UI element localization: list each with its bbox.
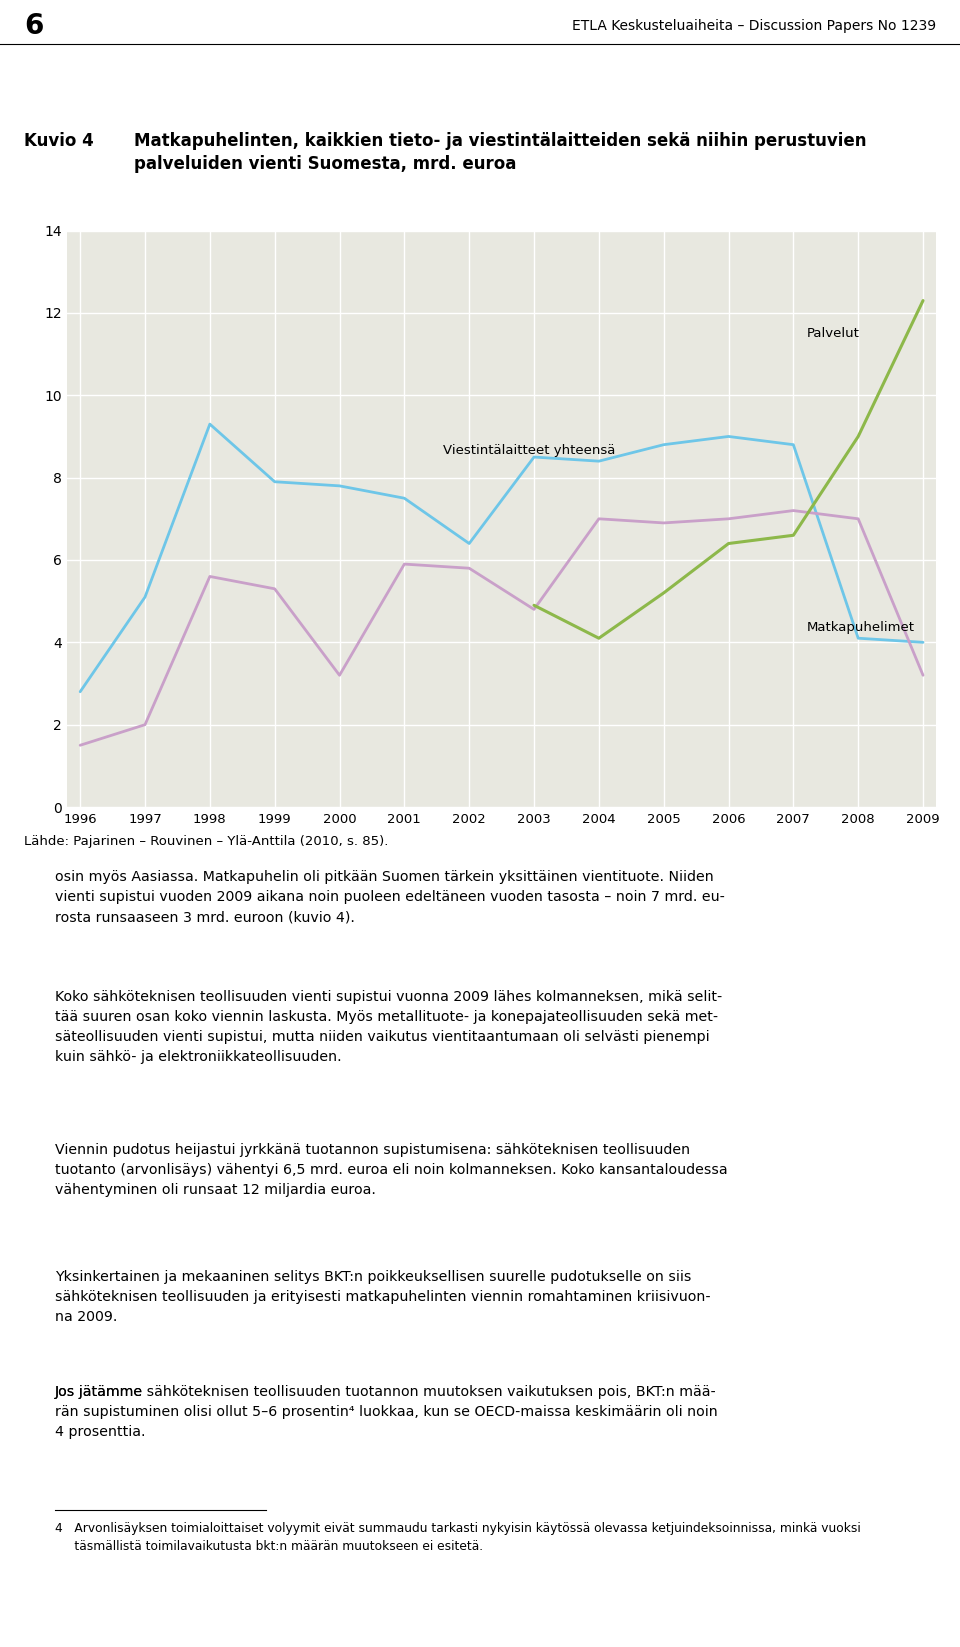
Text: Palvelut: Palvelut <box>806 328 859 339</box>
Text: Viennin pudotus heijastui jyrkkänä tuotannon supistumisena: sähköteknisen teolli: Viennin pudotus heijastui jyrkkänä tuota… <box>55 1143 728 1197</box>
Text: Yksinkertainen ja mekaaninen selitys BKT:n poikkeuksellisen suurelle pudotuksell: Yksinkertainen ja mekaaninen selitys BKT… <box>55 1270 710 1324</box>
Text: 4   Arvonlisäyksen toimialoittaiset volyymit eivät summaudu tarkasti nykyisin kä: 4 Arvonlisäyksen toimialoittaiset volyym… <box>55 1522 861 1553</box>
Text: osin myös Aasiassa. Matkapuhelin oli pitkään Suomen tärkein yksittäinen vientitu: osin myös Aasiassa. Matkapuhelin oli pit… <box>55 870 725 924</box>
Text: Jos jätämme: Jos jätämme <box>55 1385 148 1398</box>
Text: Kuvio 4: Kuvio 4 <box>24 132 94 150</box>
Text: ETLA Keskusteluaiheita – Discussion Papers No 1239: ETLA Keskusteluaiheita – Discussion Pape… <box>572 20 936 33</box>
Text: Matkapuhelimet: Matkapuhelimet <box>806 621 914 634</box>
Text: 6: 6 <box>24 12 43 41</box>
Text: Koko sähköteknisen teollisuuden vienti supistui vuonna 2009 lähes kolmanneksen, : Koko sähköteknisen teollisuuden vienti s… <box>55 990 722 1064</box>
Text: Jos jätämme sähköteknisen teollisuuden tuotannon muutoksen vaikutuksen pois, BKT: Jos jätämme sähköteknisen teollisuuden t… <box>55 1385 718 1439</box>
Text: Lähde: Pajarinen – Rouvinen – Ylä-Anttila (2010, s. 85).: Lähde: Pajarinen – Rouvinen – Ylä-Anttil… <box>24 835 389 848</box>
Text: Viestintälaitteet yhteensä: Viestintälaitteet yhteensä <box>444 445 615 458</box>
Text: Matkapuhelinten, kaikkien tieto- ja viestintälaitteiden sekä niihin perustuvien
: Matkapuhelinten, kaikkien tieto- ja vies… <box>133 132 866 173</box>
